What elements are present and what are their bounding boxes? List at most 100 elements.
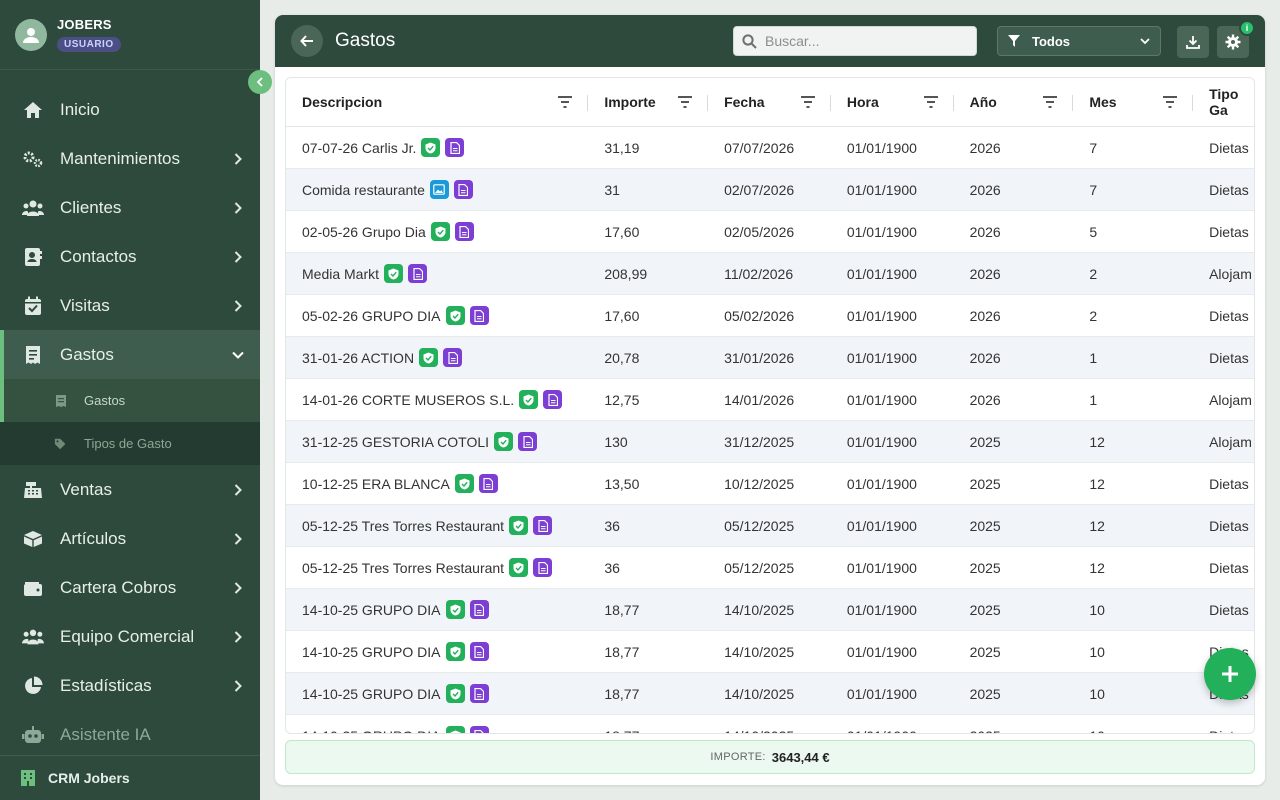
sidebar-item-inicio[interactable]: Inicio <box>0 85 260 134</box>
document-icon[interactable] <box>443 348 463 367</box>
column-filter-icon[interactable] <box>923 95 938 111</box>
verified-shield-icon[interactable] <box>445 684 465 703</box>
document-icon[interactable] <box>469 642 489 661</box>
verified-shield-icon[interactable] <box>419 348 439 367</box>
table-row[interactable]: 31-01-26 ACTION 20,78 31/01/2026 01/01/1900… <box>286 337 1254 379</box>
document-icon[interactable] <box>469 600 489 619</box>
verified-shield-icon[interactable] <box>445 306 465 325</box>
verified-shield-icon[interactable] <box>494 432 514 451</box>
document-icon[interactable] <box>469 306 489 325</box>
user-profile[interactable]: JOBERS USUARIO <box>0 0 260 70</box>
table-row[interactable]: 07-07-26 Carlis Jr. 31,19 07/07/2026 01/01/… <box>286 127 1254 169</box>
document-icon[interactable] <box>533 516 553 535</box>
search-box[interactable] <box>733 26 977 56</box>
column-filter-icon[interactable] <box>1043 95 1058 111</box>
document-icon[interactable] <box>453 180 473 199</box>
table-cell-anio: 2026 <box>954 350 1074 366</box>
filter-select[interactable]: Todos <box>997 26 1161 56</box>
sidebar-item-visitas[interactable]: Visitas <box>0 281 260 330</box>
sidebar-item-artículos[interactable]: Artículos <box>0 514 260 563</box>
table-cell-hora: 01/01/1900 <box>831 644 954 660</box>
subnav-item-tipos-de-gasto[interactable]: Tipos de Gasto <box>0 422 260 465</box>
sidebar-item-gastos[interactable]: Gastos <box>0 330 260 379</box>
table-row[interactable]: 02-05-26 Grupo Dia 17,60 02/05/2026 01/01/1… <box>286 211 1254 253</box>
verified-shield-icon[interactable] <box>430 222 450 241</box>
sidebar-item-mantenimientos[interactable]: Mantenimientos <box>0 134 260 183</box>
cell-value: 2025 <box>969 433 1001 450</box>
image-icon[interactable] <box>429 180 449 199</box>
verified-shield-icon[interactable] <box>445 726 465 733</box>
back-button[interactable] <box>291 25 323 57</box>
pie-chart-icon <box>22 675 44 697</box>
verified-shield-icon[interactable] <box>454 474 474 493</box>
column-header[interactable]: Fecha <box>708 78 831 126</box>
info-badge[interactable]: i <box>1239 20 1255 36</box>
table-row[interactable]: 14-10-25 GRUPO DIA 18,77 14/10/2025 01/01/1… <box>286 589 1254 631</box>
collapse-sidebar-button[interactable] <box>248 70 272 94</box>
document-icon[interactable] <box>518 432 538 451</box>
cell-value: 18,77 <box>604 601 640 618</box>
table-row[interactable]: 14-01-26 CORTE MUSEROS S.L. 12,75 14/01/20… <box>286 379 1254 421</box>
expense-description: Comida restaurante <box>302 181 425 198</box>
cell-value: 31/12/2025 <box>724 433 795 450</box>
table-row[interactable]: 31-12-25 GESTORIA COTOLI 130 31/12/2025 01/… <box>286 421 1254 463</box>
download-button[interactable] <box>1177 26 1209 58</box>
column-filter-icon[interactable] <box>800 95 815 111</box>
cell-value: 10/12/2025 <box>724 475 795 492</box>
add-expense-button[interactable] <box>1204 648 1256 700</box>
table-cell-importe: 17,60 <box>588 224 708 240</box>
document-icon[interactable] <box>469 726 489 733</box>
column-header-label: Hora <box>846 94 879 110</box>
verified-shield-icon[interactable] <box>445 642 465 661</box>
sidebar-item-clientes[interactable]: Clientes <box>0 183 260 232</box>
table-cell-importe: 208,99 <box>588 266 708 282</box>
table-row[interactable]: 14-10-25 GRUPO DIA 18,77 14/10/2025 01/01/1… <box>286 715 1254 733</box>
verified-shield-icon[interactable] <box>445 600 465 619</box>
sidebar-item-contactos[interactable]: Contactos <box>0 232 260 281</box>
cell-value: 2025 <box>969 643 1001 660</box>
column-filter-icon[interactable] <box>558 95 573 111</box>
footer-brand[interactable]: CRM Jobers <box>0 755 260 800</box>
document-icon[interactable] <box>478 474 498 493</box>
table-row[interactable]: 05-12-25 Tres Torres Restaurant 36 05/12/2… <box>286 505 1254 547</box>
column-header[interactable]: Mes <box>1073 78 1194 126</box>
table-row[interactable]: 05-12-25 Tres Torres Restaurant 36 05/12/2… <box>286 547 1254 589</box>
table-row[interactable]: 14-10-25 GRUPO DIA 18,77 14/10/2025 01/01/1… <box>286 631 1254 673</box>
column-header[interactable]: Importe <box>588 78 709 126</box>
sidebar-item-estadísticas[interactable]: Estadísticas <box>0 661 260 710</box>
cell-value: Dietas <box>1209 139 1249 156</box>
verified-shield-icon[interactable] <box>421 138 441 157</box>
table-cell-mes: 2 <box>1073 308 1193 324</box>
sidebar-item-cartera-cobros[interactable]: Cartera Cobros <box>0 563 260 612</box>
table-row[interactable]: Media Markt 208,99 11/02/2026 01/01/1900 202… <box>286 253 1254 295</box>
table-row[interactable]: Comida restaurante 31 02/07/2026 01/01/1900… <box>286 169 1254 211</box>
document-icon[interactable] <box>454 222 474 241</box>
table-row[interactable]: 05-02-26 GRUPO DIA 17,60 05/02/2026 01/01/1… <box>286 295 1254 337</box>
sidebar-item-asistente-ia[interactable]: Asistente IA <box>0 710 260 759</box>
subnav-item-gastos[interactable]: Gastos <box>0 379 260 422</box>
table-cell-desc: 14-10-25 GRUPO DIA <box>286 684 588 703</box>
document-icon[interactable] <box>533 558 553 577</box>
document-icon[interactable] <box>408 264 428 283</box>
column-filter-icon[interactable] <box>678 95 693 111</box>
settings-button[interactable]: i <box>1217 20 1255 58</box>
verified-shield-icon[interactable] <box>509 558 529 577</box>
verified-shield-icon[interactable] <box>519 390 539 409</box>
verified-shield-icon[interactable] <box>509 516 529 535</box>
sidebar-item-equipo-comercial[interactable]: Equipo Comercial <box>0 612 260 661</box>
sidebar-item-ventas[interactable]: Ventas <box>0 465 260 514</box>
table-cell-anio: 2025 <box>954 602 1074 618</box>
verified-shield-icon[interactable] <box>384 264 404 283</box>
document-icon[interactable] <box>445 138 465 157</box>
column-header[interactable]: Año <box>954 78 1074 126</box>
document-icon[interactable] <box>469 684 489 703</box>
table-row[interactable]: 10-12-25 ERA BLANCA 13,50 10/12/2025 01/01/… <box>286 463 1254 505</box>
column-header[interactable]: Descripcion <box>286 78 589 126</box>
column-header[interactable]: Tipo Ga <box>1193 78 1254 126</box>
table-row[interactable]: 14-10-25 GRUPO DIA 18,77 14/10/2025 01/01/1… <box>286 673 1254 715</box>
column-filter-icon[interactable] <box>1163 95 1178 111</box>
document-icon[interactable] <box>543 390 563 409</box>
search-input[interactable] <box>765 33 965 49</box>
page-title: Gastos <box>335 30 396 51</box>
column-header[interactable]: Hora <box>831 78 954 126</box>
